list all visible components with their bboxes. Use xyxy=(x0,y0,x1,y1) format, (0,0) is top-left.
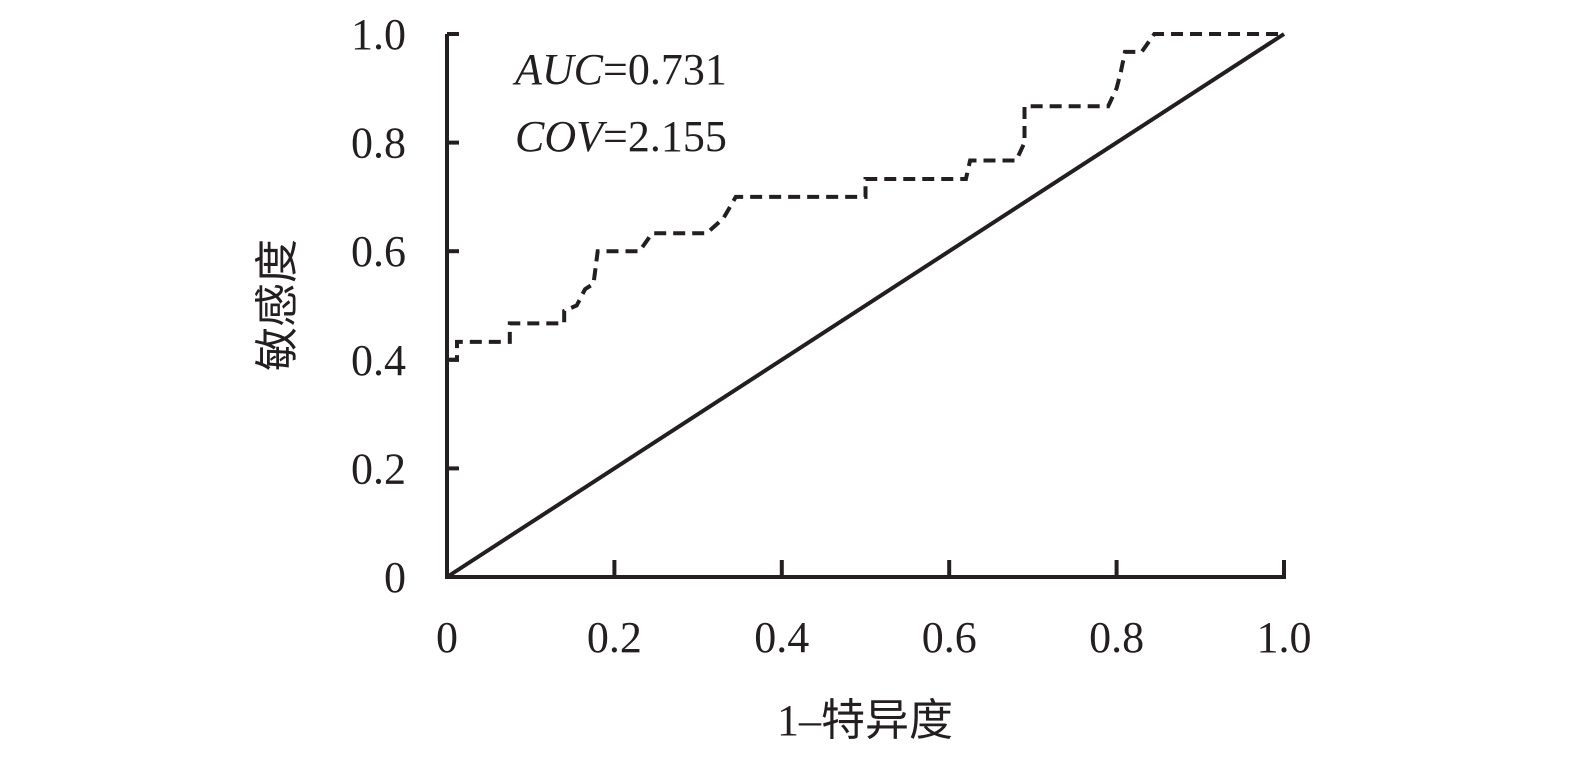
reference-diagonal-line xyxy=(445,32,1286,579)
x-axis-title: 1–特异度 xyxy=(777,696,953,745)
y-axis-title: 敏感度 xyxy=(253,239,302,371)
x-tick-label: 0.4 xyxy=(754,613,809,662)
roc-curve-line xyxy=(445,32,1284,377)
auc-annotation: AUC=0.731 xyxy=(512,45,727,94)
y-tick-label: 0.6 xyxy=(351,227,406,276)
series-layer xyxy=(445,32,1286,579)
y-tick-label: 0.2 xyxy=(351,444,406,493)
y-tick-label: 0 xyxy=(384,553,406,602)
cov-value: =2.155 xyxy=(603,112,727,161)
auc-value: =0.731 xyxy=(603,45,727,94)
x-tick-label: 0.6 xyxy=(922,613,977,662)
x-tick-label: 0.2 xyxy=(587,613,642,662)
axes xyxy=(445,32,1286,579)
y-tick-label: 1.0 xyxy=(351,10,406,59)
cov-variable: COV xyxy=(515,112,608,161)
x-tick-label: 1.0 xyxy=(1257,613,1312,662)
auc-variable: AUC xyxy=(512,45,604,94)
x-tick-label: 0.8 xyxy=(1089,613,1144,662)
cov-annotation: COV=2.155 xyxy=(515,112,727,161)
x-tick-label: 0 xyxy=(436,613,458,662)
tick-labels: 0 0.2 0.4 0.6 0.8 1.0 0 0.2 0.4 0.6 0.8 1.0 xyxy=(351,10,1312,662)
y-tick-label: 0.8 xyxy=(351,119,406,168)
y-tick-label: 0.4 xyxy=(351,336,406,385)
